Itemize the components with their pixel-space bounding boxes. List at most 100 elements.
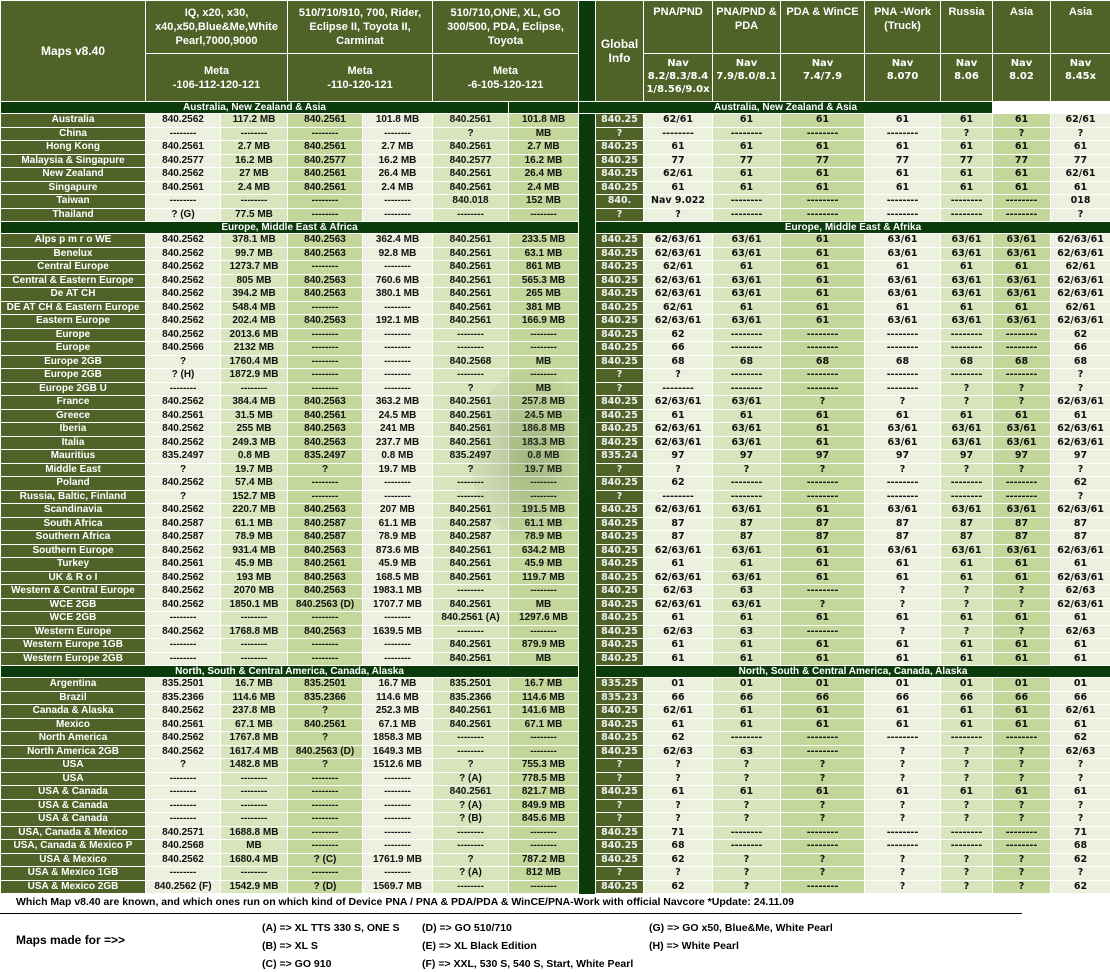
global-info-cell: 840. (595, 194, 645, 209)
map-version-cell: 840.2568 (145, 839, 221, 854)
nav-compat-cell: 61 (864, 638, 942, 653)
map-version-cell: -------- (432, 624, 509, 639)
column-gap (578, 665, 597, 678)
nav-compat-cell: 61 (780, 180, 866, 195)
nav-compat-cell: 62/61 (643, 300, 714, 315)
global-info-header: Global Info (595, 0, 645, 102)
nav-compat-cell: -------- (780, 476, 866, 491)
map-region-name: USA & Mexico 1GB (0, 866, 146, 881)
column-gap (578, 785, 597, 799)
nav-compat-cell: 77 (864, 153, 942, 168)
column-gap (578, 314, 597, 328)
map-size-cell: 873.6 MB (362, 543, 433, 558)
nav-compat-cell: 61 (940, 611, 994, 626)
map-size-cell: 114.6 MB (507, 690, 580, 705)
nav-compat-cell: -------- (992, 476, 1052, 491)
nav-compat-cell: 61 (1050, 408, 1110, 423)
map-size-cell: 0.8 MB (362, 449, 433, 464)
map-version-cell: -------- (287, 476, 363, 491)
global-info-cell: 840.25 (595, 395, 645, 410)
map-version-cell: 840.2562 (145, 422, 221, 437)
nav-compat-cell: 61 (992, 570, 1052, 585)
nav-compat-cell: 62/63/61 (643, 246, 714, 261)
nav-compat-cell: 61 (780, 140, 866, 155)
global-info-cell: 840.25 (595, 287, 645, 302)
map-size-cell: 805 MB (220, 273, 288, 288)
map-size-cell: -------- (362, 207, 433, 222)
column-gap (578, 490, 597, 504)
global-info-cell: 840.25 (595, 717, 645, 732)
nav-compat-cell: ? (940, 866, 994, 881)
map-region-name: Brazil (0, 690, 146, 705)
legend-f: (F) => XXL, 530 S, 540 S, Start, White P… (422, 958, 634, 970)
nav-compat-cell: ? (780, 758, 866, 773)
global-info-cell: 840.25 (595, 260, 645, 275)
map-size-cell: 362.4 MB (362, 233, 433, 248)
map-size-cell: 19.7 MB (507, 462, 580, 477)
legend-a: (A) => XL TTS 330 S, ONE S (262, 922, 400, 934)
nav-compat-cell: -------- (712, 207, 782, 222)
nav-compat-cell: 63/61 (712, 395, 782, 410)
map-version-cell: -------- (287, 207, 363, 222)
nav-compat-cell: 61 (864, 651, 942, 666)
map-size-cell: 166.9 MB (507, 314, 580, 329)
map-version-cell: 840.2587 (432, 516, 509, 531)
column-gap (578, 233, 597, 247)
nav-compat-cell: 61 (643, 638, 714, 653)
nav-compat-cell: ? (864, 866, 942, 881)
footer-divider (0, 913, 1022, 914)
map-size-cell: 1273.7 MB (220, 260, 288, 275)
nav-compat-cell: 62 (643, 879, 714, 894)
map-size-cell: 117.2 MB (220, 113, 288, 128)
table-row: Singapure 840.2561 2.4 MB 840.2561 2.4 MB 840… (0, 180, 1110, 195)
nav-compat-cell: 63/61 (992, 543, 1052, 558)
map-size-cell: -------- (362, 812, 433, 827)
map-size-cell: -------- (220, 611, 288, 626)
map-size-cell: 57.4 MB (220, 476, 288, 491)
map-version-cell: ? (C) (287, 852, 363, 867)
map-version-cell: ? (A) (432, 771, 509, 786)
global-info-cell: 840.25 (595, 852, 645, 867)
nav-compat-cell: -------- (940, 825, 994, 840)
nav-version: 8.06 (954, 71, 979, 82)
map-size-cell: -------- (507, 368, 580, 383)
global-info-cell: ? (595, 368, 645, 383)
map-version-cell: 840.2561 (432, 395, 509, 410)
map-size-cell: -------- (507, 341, 580, 356)
map-version-cell: 840.2562 (145, 503, 221, 518)
map-size-cell: 207 MB (362, 503, 433, 518)
nav-compat-cell: 61 (940, 167, 994, 182)
table-row: USA & Mexico 1GB -------- -------- --------… (0, 866, 1110, 881)
column-gap (578, 584, 597, 598)
nav-compat-cell: 62/63 (1050, 744, 1110, 759)
nav-compat-cell: 63/61 (712, 246, 782, 261)
nav-version: 8.070 (886, 71, 919, 82)
map-size-cell: -------- (362, 354, 433, 369)
nav-compat-cell: ? (1050, 489, 1110, 504)
legend-c: (C) => GO 910 (262, 958, 332, 970)
map-size-cell: -------- (220, 638, 288, 653)
table-row: Europe 2GB U -------- -------- -------- ----… (0, 381, 1110, 396)
nav-compat-cell: -------- (864, 489, 942, 504)
nav-compat-cell: -------- (643, 381, 714, 396)
map-size-cell: 2.7 MB (507, 140, 580, 155)
map-region-name: Southern Europe (0, 543, 146, 558)
column-gap (578, 866, 597, 880)
map-version-cell: 840.2562 (145, 584, 221, 599)
nav-compat-cell: 66 (864, 690, 942, 705)
nav-compat-cell: 61 (780, 638, 866, 653)
nav-compat-cell: 62/63/61 (643, 395, 714, 410)
map-region-name: Mexico (0, 717, 146, 732)
map-size-cell: 1512.6 MB (362, 758, 433, 773)
nav-compat-cell: -------- (940, 731, 994, 746)
map-size-cell: 249.3 MB (220, 435, 288, 450)
nav-compat-cell: 62/63/61 (643, 503, 714, 518)
map-version-cell: 840.2562 (145, 543, 221, 558)
map-size-cell: 31.5 MB (220, 408, 288, 423)
nav-compat-cell: ? (864, 879, 942, 894)
table-row: Australia 840.2562 117.2 MB 840.2561 101.8 M… (0, 113, 1110, 128)
nav-compat-cell: 61 (992, 180, 1052, 195)
nav-compat-cell: -------- (780, 194, 866, 209)
nav-compat-cell: 01 (1050, 677, 1110, 692)
map-size-cell: -------- (507, 476, 580, 491)
